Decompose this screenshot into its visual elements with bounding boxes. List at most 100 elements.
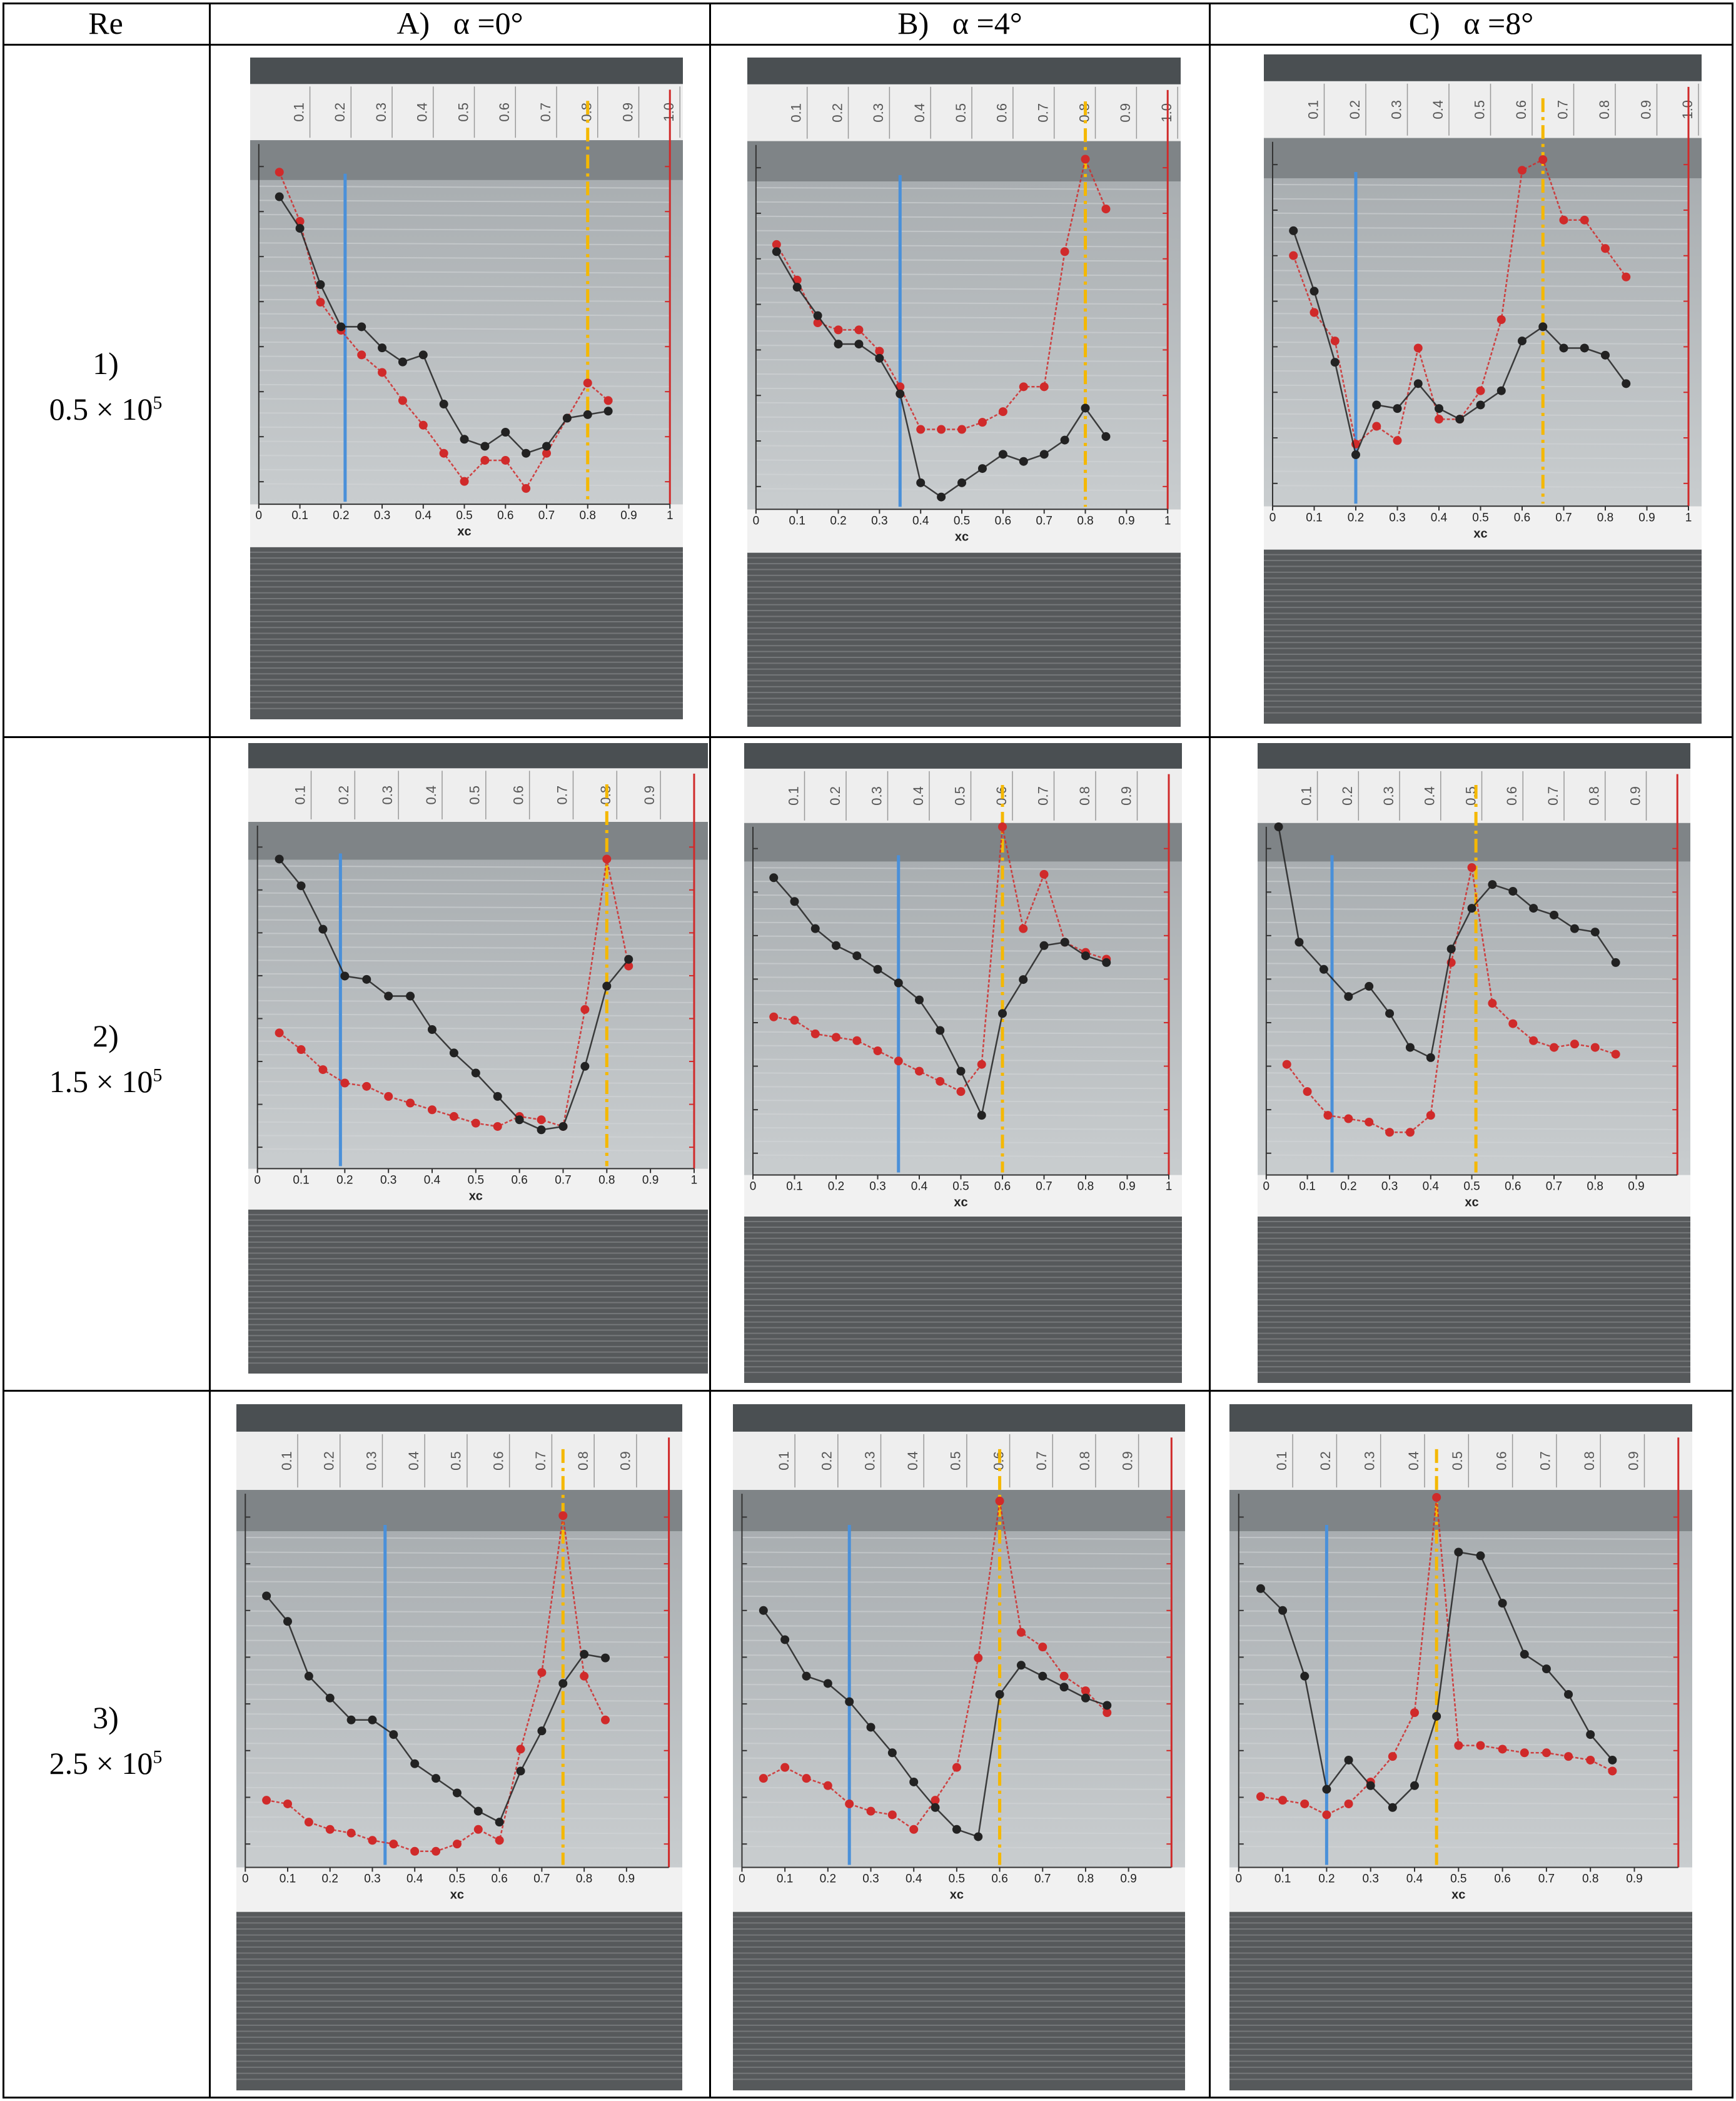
black-data-point	[1508, 886, 1518, 896]
surface-streak	[245, 1757, 669, 1761]
x-axis-label: xc	[1465, 1196, 1478, 1210]
black-data-point	[915, 995, 924, 1005]
scale-label: 0.3	[380, 786, 395, 805]
scale-label: 0.1	[785, 786, 801, 806]
surface-streak	[1272, 226, 1689, 230]
surface-streak	[245, 1831, 669, 1835]
black-data-point	[602, 981, 612, 991]
x-tick-label: 0.7	[1538, 1872, 1555, 1885]
percent-scale-strip	[1229, 1431, 1692, 1491]
red-data-point	[1413, 343, 1423, 353]
black-data-point	[325, 1693, 335, 1703]
black-data-point	[304, 1671, 313, 1681]
x-tick-label: 0.5	[949, 1872, 965, 1885]
black-data-point	[852, 951, 862, 961]
surface-streak	[1266, 1045, 1678, 1048]
scale-label: 0.3	[862, 1451, 877, 1471]
surface-streak	[752, 990, 1169, 994]
red-data-point	[1590, 1043, 1600, 1052]
black-data-point	[495, 1818, 504, 1827]
surface-streak	[1238, 1728, 1678, 1731]
scale-label: 0.2	[332, 103, 348, 122]
surface-streak	[755, 244, 1168, 248]
x-tick-label: 0.6	[491, 1872, 507, 1885]
surface-streak	[1238, 1698, 1678, 1702]
x-tick-label: 1	[1685, 511, 1692, 524]
scale-label: 0.9	[1118, 786, 1134, 806]
x-tick-label: 0.4	[906, 1872, 922, 1885]
axis-label-strip	[248, 1168, 708, 1210]
surface-streak	[257, 1094, 694, 1098]
black-data-point	[452, 1788, 462, 1798]
x-tick-label: 0.7	[533, 1872, 550, 1885]
red-data-point	[480, 455, 490, 465]
x-tick-label: 0.3	[1362, 1872, 1378, 1885]
surface-streak	[1272, 298, 1689, 302]
black-data-point	[357, 322, 366, 332]
x-axis-label: xc	[469, 1189, 483, 1203]
surface-streak	[1266, 1113, 1678, 1117]
surface-streak	[1266, 990, 1678, 994]
x-tick-label: 0.8	[1077, 1872, 1094, 1885]
black-data-point	[957, 478, 967, 487]
black-data-point	[522, 448, 531, 458]
table-rule-row2	[3, 1390, 1733, 1392]
surface-streak	[1266, 1031, 1678, 1035]
surface-streak	[257, 1135, 694, 1138]
surface-streak	[1272, 342, 1689, 345]
black-data-point	[1586, 1730, 1595, 1739]
red-data-point	[1300, 1799, 1310, 1808]
red-data-point	[471, 1118, 480, 1128]
scale-label: 0.5	[952, 786, 967, 806]
panel-frame-top	[1264, 54, 1702, 81]
surface-streak	[245, 1639, 669, 1643]
scale-label: 0.6	[510, 786, 526, 805]
scale-label: 0.1	[292, 786, 308, 805]
black-data-point	[471, 1068, 480, 1078]
black-data-point	[473, 1806, 483, 1816]
surface-streak	[245, 1698, 669, 1702]
black-data-point	[362, 975, 371, 984]
black-data-point	[909, 1777, 919, 1786]
black-data-point	[295, 224, 305, 233]
black-data-point	[845, 1697, 854, 1706]
red-data-point	[1393, 436, 1402, 445]
black-data-point	[1366, 1781, 1375, 1790]
black-data-point	[1426, 1053, 1435, 1062]
surface-streak	[245, 1596, 669, 1599]
scale-label: 0.6	[490, 1451, 506, 1471]
surface-streak	[1266, 1086, 1678, 1090]
red-data-point	[501, 455, 510, 465]
surface-streak	[257, 892, 694, 896]
x-axis-label: xc	[950, 1888, 964, 1901]
surface-streak	[755, 215, 1168, 219]
red-data-point	[894, 1056, 903, 1066]
black-data-point	[1351, 450, 1360, 460]
surface-streak	[245, 1786, 669, 1790]
column-angle: α =8°	[1463, 6, 1534, 41]
black-data-point	[780, 1635, 790, 1644]
x-tick-label: 0.3	[869, 1180, 886, 1193]
red-series-line	[775, 156, 1107, 430]
row-number: 2)	[93, 1018, 119, 1053]
black-data-point	[769, 873, 779, 883]
red-data-point	[1372, 422, 1381, 431]
x-tick-label: 0.1	[1306, 511, 1322, 524]
table-rule-top	[3, 3, 1733, 4]
black-data-point	[516, 1766, 525, 1776]
surface-streak	[752, 1113, 1169, 1117]
surface-streak	[245, 1610, 669, 1614]
red-data-point	[1435, 415, 1443, 424]
surface-streak	[1272, 370, 1689, 373]
chart-svg: 0.1 0.2 0.3 0.4 0.5 0.6 0.7 0.8 0.9 0 0.1 0.2 0.3 0.4…	[248, 743, 708, 1374]
row-label-1: 1) 0.5 × 105	[3, 341, 209, 432]
surface-streak	[1272, 270, 1689, 273]
surface-streak	[742, 1625, 1172, 1629]
red-data-point	[995, 1496, 1004, 1506]
surface-streak	[755, 402, 1168, 405]
red-data-point	[1426, 1111, 1435, 1120]
surface-streak	[245, 1581, 669, 1584]
surface-streak	[258, 313, 670, 316]
chart-svg: 0.1 0.2 0.3 0.4 0.5 0.6 0.7 0.8 0.9 1.0 0 0.1 0.2 0.3…	[1264, 54, 1702, 724]
black-data-point	[1498, 1599, 1507, 1608]
